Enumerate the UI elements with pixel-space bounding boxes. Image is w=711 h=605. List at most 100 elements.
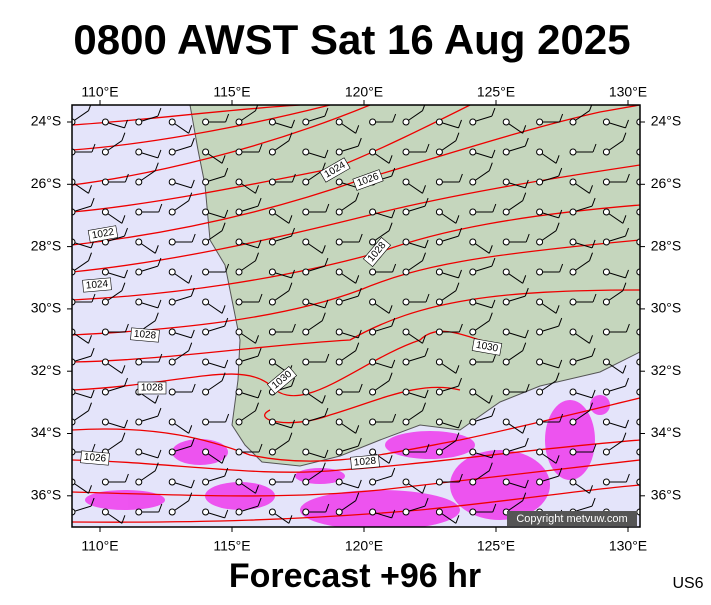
barb-station — [536, 148, 544, 156]
barb-station — [502, 148, 510, 156]
barb-flag — [425, 443, 430, 453]
barb-station — [335, 208, 343, 216]
chart-code: US6 — [672, 575, 703, 592]
barb-station — [402, 148, 410, 156]
barb-station — [402, 298, 410, 306]
barb-flag — [291, 419, 295, 429]
barb-station — [135, 148, 143, 156]
barb-station — [402, 388, 410, 396]
barb-flag — [90, 389, 95, 399]
barb-station — [302, 388, 310, 396]
barb-flag — [455, 432, 460, 441]
barb-flag — [90, 347, 95, 357]
isobar-label: 1028 — [130, 327, 160, 343]
barb-station — [469, 208, 477, 216]
barb-station — [469, 358, 477, 366]
barb-station — [569, 268, 577, 276]
barb-station — [302, 418, 310, 426]
barb-flag — [91, 443, 96, 453]
barb-station — [602, 478, 610, 486]
barb-flag — [524, 437, 529, 447]
copyright: Copyright metvuw.com — [516, 513, 627, 525]
lat-label: 28°S — [31, 237, 62, 253]
barb-station — [335, 478, 343, 486]
barb-flag — [491, 407, 496, 417]
barb-flag — [225, 113, 230, 123]
barb-flag — [321, 312, 326, 321]
barb-station — [602, 208, 610, 216]
barb-flag — [291, 119, 295, 129]
barb-station — [369, 358, 377, 366]
barb-flag — [422, 402, 426, 411]
barb-flag — [458, 473, 463, 483]
barb-station — [602, 148, 610, 156]
barb-flag — [622, 432, 627, 441]
barb-flag — [458, 419, 462, 429]
barb-flag — [190, 287, 195, 297]
barb-flag — [291, 269, 295, 279]
barb-flag — [388, 372, 393, 381]
barb-station — [268, 148, 276, 156]
barb-flag — [224, 209, 229, 219]
barb-station — [502, 418, 510, 426]
barb-flag — [589, 402, 593, 411]
barb-station — [602, 388, 610, 396]
barb-station — [602, 448, 610, 456]
barb-station — [602, 328, 610, 336]
barb-station — [502, 118, 510, 126]
barb-station — [435, 388, 443, 396]
isobar-label: 1028 — [137, 381, 167, 395]
barb-station — [202, 268, 210, 276]
barb-flag — [255, 402, 259, 411]
barb-station — [268, 478, 276, 486]
lat-label: 26°S — [31, 175, 62, 191]
barb-flag — [622, 282, 627, 291]
barb-station — [469, 508, 477, 516]
land — [189, 105, 640, 467]
barb-station — [369, 268, 377, 276]
barb-station — [202, 358, 210, 366]
barb-station — [202, 148, 210, 156]
barb-flag — [124, 227, 128, 237]
barb-station — [101, 388, 109, 396]
barb-flag — [622, 215, 627, 224]
barb-flag — [321, 462, 326, 471]
barb-flag — [425, 293, 430, 303]
barb-station — [569, 448, 577, 456]
barb-station — [469, 448, 477, 456]
barb-flag — [455, 132, 460, 141]
barb-station — [435, 238, 443, 246]
barb-station — [335, 508, 343, 516]
barb-station — [135, 118, 143, 126]
barb-flag — [357, 437, 362, 447]
barb-station — [435, 358, 443, 366]
isobar-label-box — [266, 365, 298, 395]
barb-flag — [321, 245, 326, 254]
barb-flag — [190, 437, 195, 447]
barb-flag — [325, 203, 330, 213]
barb-flag — [559, 113, 564, 123]
barb-station — [202, 328, 210, 336]
barb-station — [502, 478, 510, 486]
barb-flag — [121, 432, 126, 441]
barb-station — [335, 118, 343, 126]
barb-station — [335, 328, 343, 336]
barb-flag — [121, 515, 126, 524]
barb-flag — [124, 269, 128, 279]
isobar-label: 1028 — [350, 454, 380, 470]
barb-station — [536, 208, 544, 216]
barb-station — [502, 328, 510, 336]
isobar-value: 1030 — [475, 340, 499, 355]
barb-flag — [625, 173, 630, 183]
barb-flag — [355, 125, 360, 134]
barb-station — [101, 268, 109, 276]
lon-label: 125°E — [477, 84, 515, 100]
barb-flag — [422, 105, 426, 111]
barb-station — [101, 118, 109, 126]
barb-flag — [258, 143, 263, 153]
barb-flag — [124, 119, 128, 129]
barb-flag — [455, 282, 460, 291]
barb-station — [602, 418, 610, 426]
barb-station — [202, 448, 210, 456]
barb-station — [335, 148, 343, 156]
